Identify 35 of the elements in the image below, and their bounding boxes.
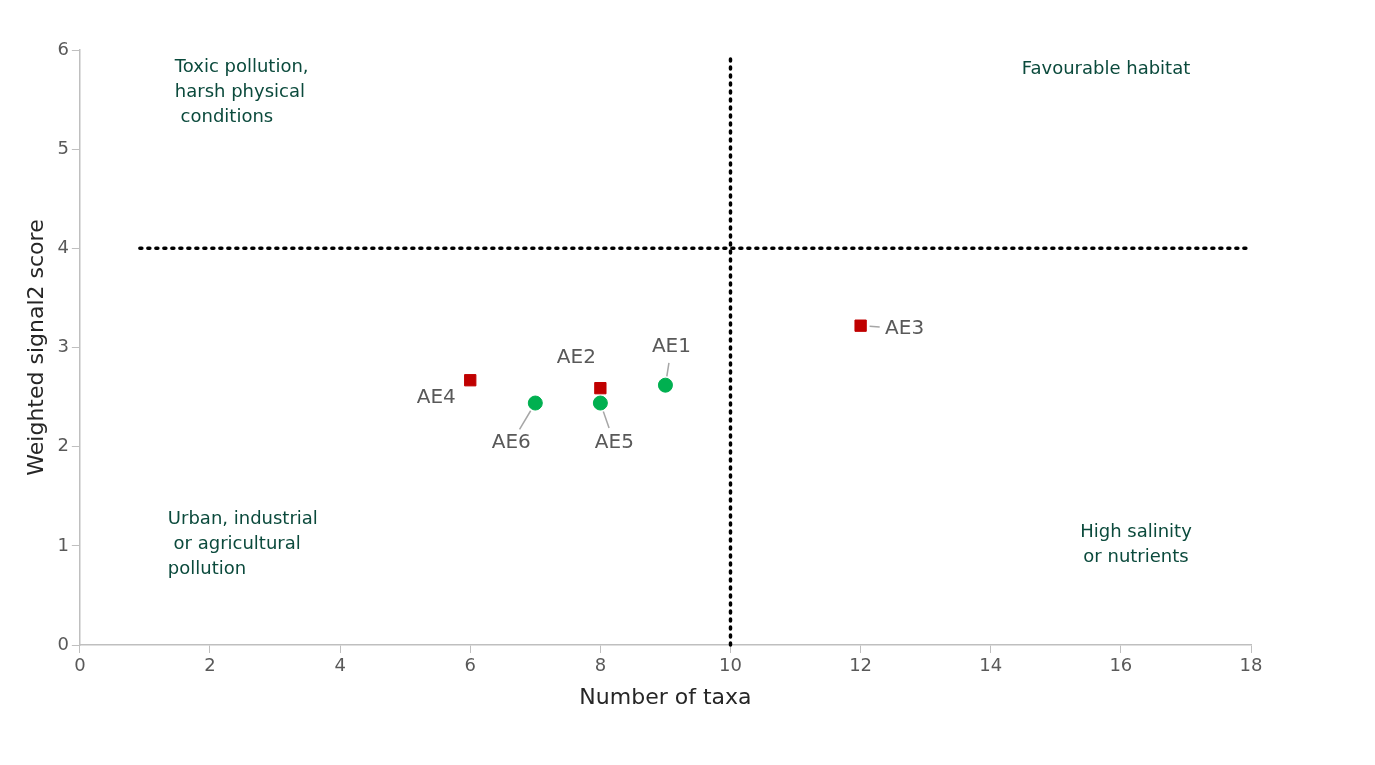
- point: [592, 395, 608, 411]
- data-label: AE1: [651, 333, 691, 358]
- x-tick-label: 10: [719, 654, 742, 676]
- x-tick-label: 2: [204, 654, 216, 676]
- point: [594, 382, 607, 395]
- point: [854, 319, 867, 332]
- y-tick-label: 5: [57, 136, 69, 158]
- y-axis-title: Weighted signal2 score: [22, 219, 48, 476]
- x-tick-label: 12: [849, 654, 873, 676]
- x-tick-label: 16: [1109, 654, 1133, 676]
- x-tick-label: 4: [334, 654, 346, 676]
- x-tick-label: 0: [74, 654, 86, 676]
- y-tick-label: 1: [57, 533, 69, 555]
- x-tick-label: 6: [464, 654, 476, 676]
- point: [464, 374, 477, 387]
- x-tick-label: 18: [1239, 654, 1263, 676]
- y-tick-label: 2: [57, 434, 69, 456]
- y-tick-label: 0: [57, 632, 69, 654]
- y-tick-label: 3: [57, 335, 69, 357]
- annotation: Urban, industrial or agricultural pollution: [167, 506, 318, 578]
- data-label: AE2: [556, 344, 596, 369]
- annotation: Toxic pollution, harsh physical conditions: [173, 54, 309, 126]
- x-axis-title: Number of taxa: [579, 683, 752, 709]
- data-label: AE6: [491, 429, 531, 454]
- data-label: AE4: [416, 384, 456, 409]
- x-tick-label: 14: [979, 654, 1003, 676]
- annotation: Favourable habitat: [1021, 56, 1191, 78]
- annotation: High salinity or nutrients: [1080, 519, 1193, 566]
- y-tick-label: 6: [57, 37, 69, 59]
- data-label: AE5: [594, 429, 634, 454]
- x-tick-label: 8: [594, 654, 607, 676]
- data-label: AE3: [885, 314, 925, 339]
- point: [527, 395, 543, 411]
- y-tick-label: 4: [57, 236, 69, 258]
- point: [657, 377, 673, 393]
